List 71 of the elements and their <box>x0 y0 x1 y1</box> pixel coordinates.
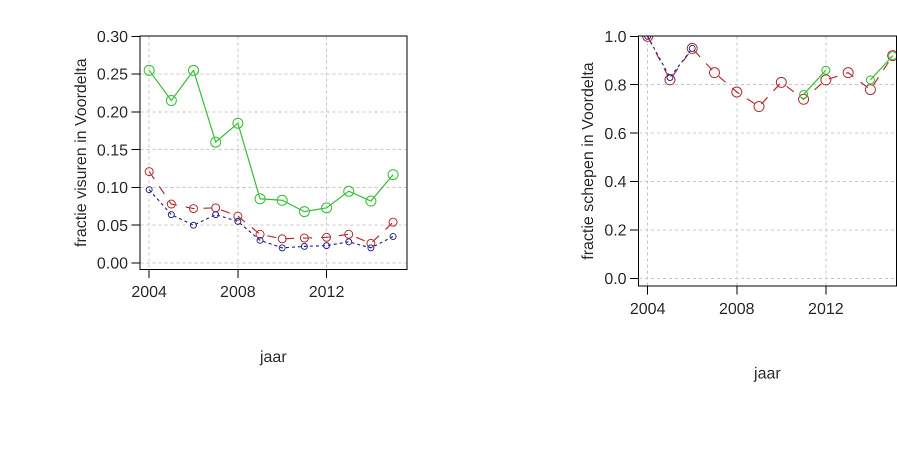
x-tick-label: 2004 <box>630 300 666 318</box>
point <box>820 74 832 86</box>
point <box>321 202 332 214</box>
point <box>166 95 177 106</box>
y-tick-label: 0.10 <box>96 180 128 198</box>
point <box>344 230 354 239</box>
y-tick-label: 0.30 <box>96 28 128 46</box>
x-axis-title: jaar <box>258 348 288 366</box>
y-axis-title: fractie visuren in Voordelta <box>72 58 90 247</box>
y-axis-title: fractie schepen in Voordelta <box>580 62 598 260</box>
y-tick-label: 1.0 <box>604 28 627 46</box>
point <box>731 86 742 98</box>
x-tick-label: 2008 <box>718 300 755 318</box>
point <box>232 118 244 129</box>
point <box>254 193 266 204</box>
point <box>365 196 376 207</box>
point <box>212 211 220 218</box>
point <box>323 242 330 250</box>
x-tick-label: 2012 <box>808 300 844 318</box>
x-tick-label: 2004 <box>131 284 168 302</box>
point <box>144 167 154 176</box>
point <box>166 200 176 209</box>
point <box>345 238 352 246</box>
point <box>256 236 264 244</box>
point <box>664 74 676 86</box>
point <box>233 212 242 221</box>
point <box>210 136 222 148</box>
point <box>211 203 220 212</box>
point <box>276 194 288 206</box>
point <box>776 76 787 88</box>
point <box>234 218 242 225</box>
point <box>300 234 309 243</box>
x-axis-title: jaar <box>753 366 782 383</box>
point <box>298 206 310 218</box>
point <box>799 90 808 99</box>
y-tick-label: 0.15 <box>96 142 128 160</box>
y-tick-label: 0.00 <box>96 256 128 273</box>
point <box>144 64 155 76</box>
y-tick-label: 0.8 <box>604 77 627 94</box>
point <box>190 222 197 229</box>
point <box>278 234 287 244</box>
point <box>322 232 332 242</box>
point <box>367 244 374 252</box>
point <box>278 244 286 252</box>
point <box>189 204 198 214</box>
y-tick-label: 0.05 <box>96 218 128 235</box>
point <box>864 84 876 96</box>
point <box>168 211 175 218</box>
y-tick-label: 0.6 <box>604 126 627 143</box>
x-tick-label: 2008 <box>220 284 256 302</box>
x-tick-label: 2012 <box>308 284 344 302</box>
point <box>366 238 376 248</box>
point <box>388 169 399 180</box>
point <box>300 242 308 250</box>
point <box>866 75 875 84</box>
y-tick-label: 0.25 <box>96 66 128 84</box>
point <box>821 66 830 75</box>
y-tick-label: 0.0 <box>604 271 627 288</box>
point <box>708 67 720 78</box>
point <box>146 186 153 194</box>
point <box>390 233 397 240</box>
point <box>842 67 854 78</box>
point <box>388 218 398 227</box>
point <box>343 186 354 197</box>
y-tick-label: 0.2 <box>604 222 627 240</box>
point <box>256 230 265 239</box>
point <box>188 64 199 76</box>
y-tick-label: 0.20 <box>96 104 128 122</box>
y-tick-label: 0.4 <box>604 174 627 192</box>
point <box>798 94 810 105</box>
point <box>754 101 765 112</box>
